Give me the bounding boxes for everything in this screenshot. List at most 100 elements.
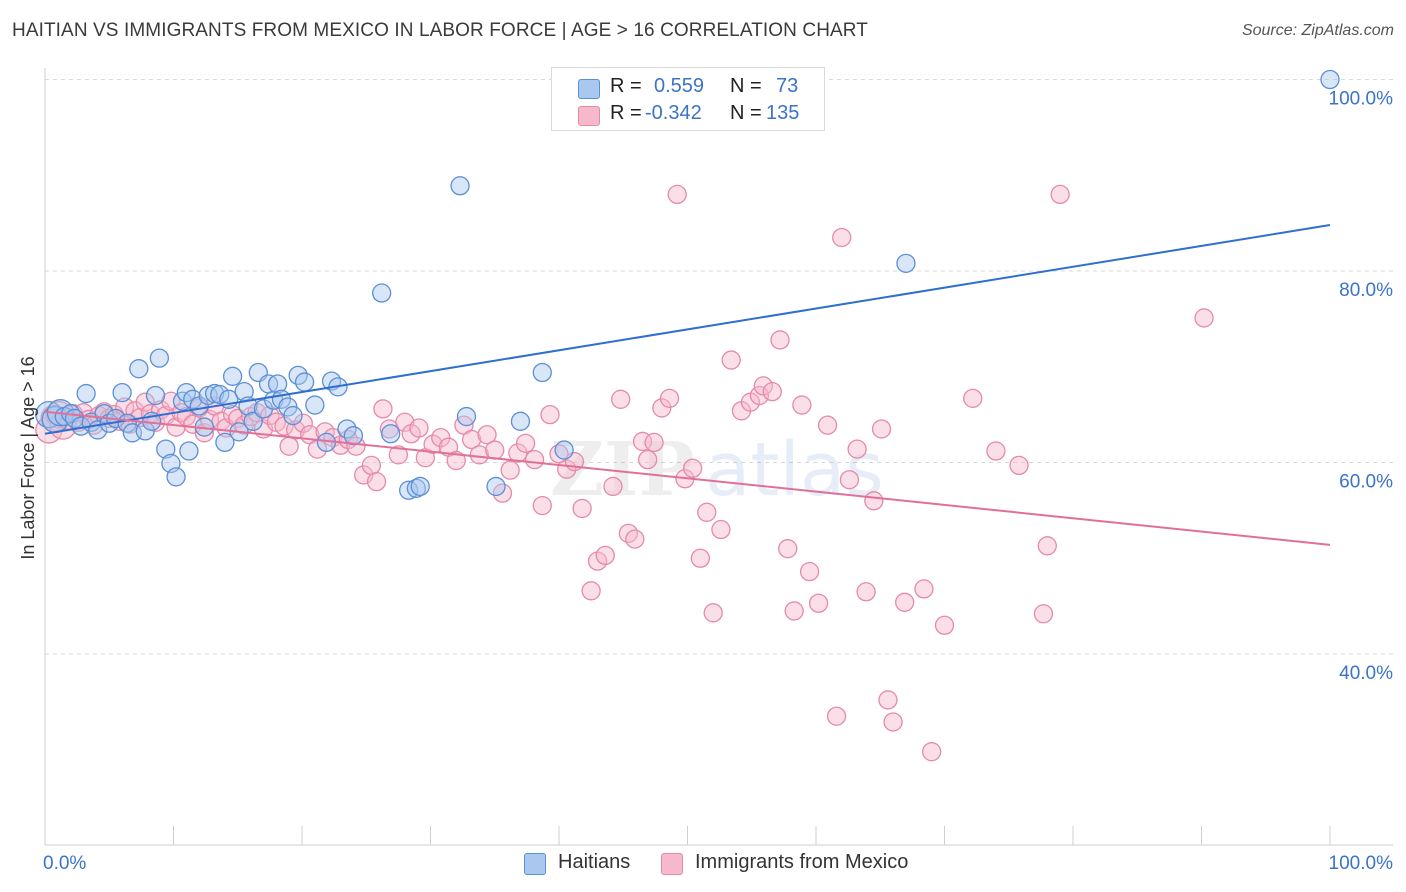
data-point [690, 548, 710, 568]
data-point [762, 381, 782, 402]
data-point [711, 519, 731, 540]
svg-text:atlas: atlas [705, 427, 884, 513]
data-point [423, 434, 443, 454]
data-point [485, 440, 505, 460]
y-tick-label: 60.0% [1339, 472, 1393, 493]
data-point [388, 445, 409, 465]
data-point [986, 441, 1006, 461]
data-point [792, 395, 812, 415]
legend-n-value: 73 [776, 75, 799, 97]
trend-lines [44, 224, 1331, 546]
data-point [450, 176, 470, 196]
trendline-haitians [44, 224, 1331, 435]
data-point [611, 389, 631, 409]
grid-lines [45, 79, 1393, 655]
data-point [659, 388, 680, 408]
legend-r-label: R = [610, 75, 642, 97]
data-point [145, 385, 166, 406]
data-point [461, 429, 482, 450]
data-point [784, 601, 804, 621]
data-point [510, 411, 531, 431]
data-point [343, 426, 364, 446]
data-point [222, 366, 243, 386]
data-point [399, 480, 419, 500]
y-axis-label: In Labor Force | Age > 16 [18, 356, 38, 559]
data-point [721, 350, 741, 370]
data-point [572, 498, 592, 519]
data-point [799, 562, 820, 582]
data-point [135, 392, 155, 412]
bottom-legend-swatch-blue [524, 853, 546, 875]
data-point [832, 227, 852, 248]
legend-swatch-blue [578, 79, 600, 99]
data-point [1320, 69, 1340, 90]
data-point [524, 449, 545, 470]
zipatlas-watermark: ZIP atlas [550, 427, 884, 513]
y-tick-label: 40.0% [1339, 663, 1393, 684]
data-point [156, 439, 176, 459]
data-point [361, 455, 382, 476]
data-point [279, 436, 299, 456]
data-point [179, 441, 199, 461]
chart-title: HAITIAN VS IMMIGRANTS FROM MEXICO IN LAB… [12, 20, 868, 41]
data-point [446, 450, 466, 471]
data-point [1009, 455, 1029, 476]
data-point [878, 690, 898, 710]
data-point [1194, 308, 1214, 328]
data-point [963, 388, 983, 408]
legend-row-haitians: R = 0.559 N = 73 [552, 74, 824, 100]
y-tick-label: 80.0% [1339, 280, 1393, 301]
data-point [703, 603, 723, 623]
data-point [293, 413, 313, 433]
axes [44, 68, 1393, 846]
legend-row-mexico: R = -0.342 N = 135 [552, 101, 824, 127]
data-point [532, 362, 552, 383]
data-point [409, 418, 429, 438]
legend-r-label: R = [610, 102, 642, 124]
data-point [652, 398, 672, 418]
data-point [372, 283, 392, 303]
data-point [934, 615, 955, 635]
data-point [895, 592, 915, 612]
data-point [847, 439, 867, 459]
data-point [826, 706, 847, 726]
legend-n-label: N = [730, 102, 762, 124]
data-point [554, 440, 574, 460]
data-point [149, 348, 170, 368]
bottom-legend-label: Haitians [558, 851, 631, 873]
series-haitians [35, 69, 1340, 500]
data-point [283, 405, 303, 426]
data-point [856, 582, 876, 602]
x-tick-label: 100.0% [1329, 853, 1394, 874]
data-point [76, 383, 96, 404]
data-point [366, 471, 387, 492]
source-credit: Source: ZipAtlas.com [1241, 22, 1394, 39]
data-point [532, 495, 552, 516]
data-point [243, 411, 263, 431]
data-point [540, 404, 560, 425]
legend-n-value: 135 [766, 102, 800, 124]
data-point [808, 593, 829, 613]
data-point [508, 443, 528, 463]
data-point [778, 539, 798, 559]
legend-swatch-pink [578, 106, 600, 126]
data-point [410, 476, 430, 497]
data-point [395, 412, 415, 432]
correlation-legend: R = 0.559 N = 73 R = -0.342 N = 135 [551, 67, 825, 131]
data-point [1033, 604, 1054, 624]
data-point [697, 502, 717, 522]
data-point [267, 374, 288, 394]
data-point [682, 458, 703, 478]
data-point [595, 545, 615, 566]
data-point [883, 712, 903, 732]
data-point [166, 467, 186, 487]
data-point [667, 184, 687, 205]
data-point [500, 460, 520, 480]
legend-n-label: N = [730, 75, 762, 97]
data-point [625, 529, 645, 549]
legend-r-value: 0.559 [654, 75, 705, 97]
data-point [294, 372, 315, 392]
data-point [381, 424, 401, 444]
y-tick-label: 100.0% [1329, 89, 1394, 110]
